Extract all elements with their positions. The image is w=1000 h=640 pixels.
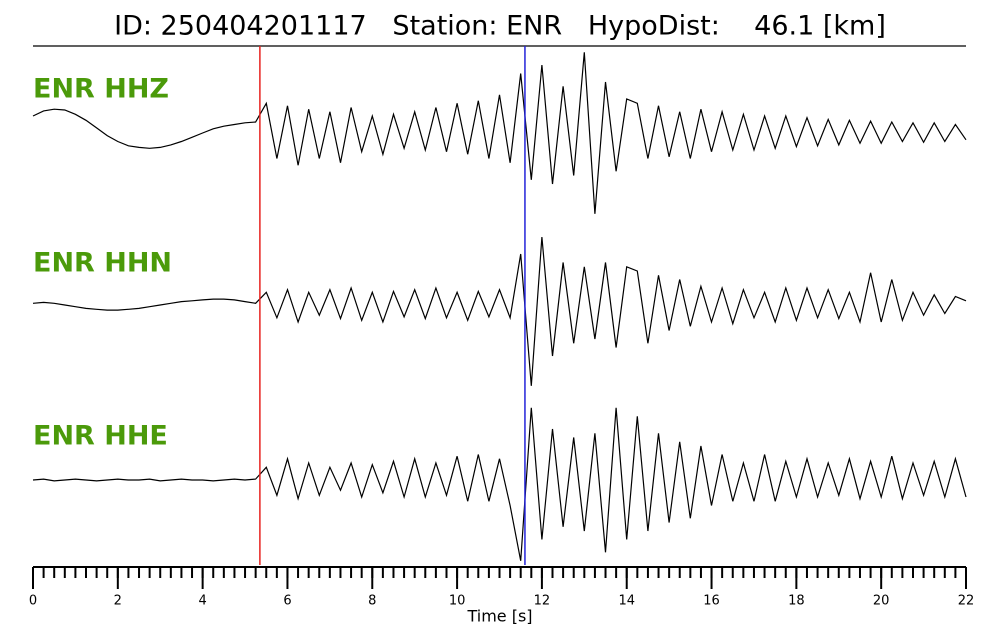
x-tick-label: 8 [368, 594, 376, 609]
x-tick-label: 16 [703, 594, 720, 609]
trace-label: ENR HHE [33, 421, 168, 452]
x-tick-label: 0 [29, 594, 37, 609]
x-tick-label: 18 [788, 594, 805, 609]
x-tick-label: 22 [958, 594, 975, 609]
x-tick-label: 2 [114, 594, 122, 609]
x-tick-label: 20 [873, 594, 890, 609]
chart-title: ID: 250404201117 Station: ENR HypoDist: … [114, 11, 886, 42]
x-tick-label: 14 [618, 594, 635, 609]
trace-label: ENR HHN [33, 248, 172, 279]
x-tick-label: 6 [283, 594, 291, 609]
x-axis-label: Time [s] [466, 607, 532, 626]
waveform [32, 407, 967, 561]
x-tick-label: 12 [534, 594, 551, 609]
waveform [32, 52, 967, 214]
x-tick-label: 4 [198, 594, 206, 609]
x-tick-label: 10 [449, 594, 466, 609]
waveform [32, 236, 967, 386]
trace-label: ENR HHZ [33, 74, 169, 105]
